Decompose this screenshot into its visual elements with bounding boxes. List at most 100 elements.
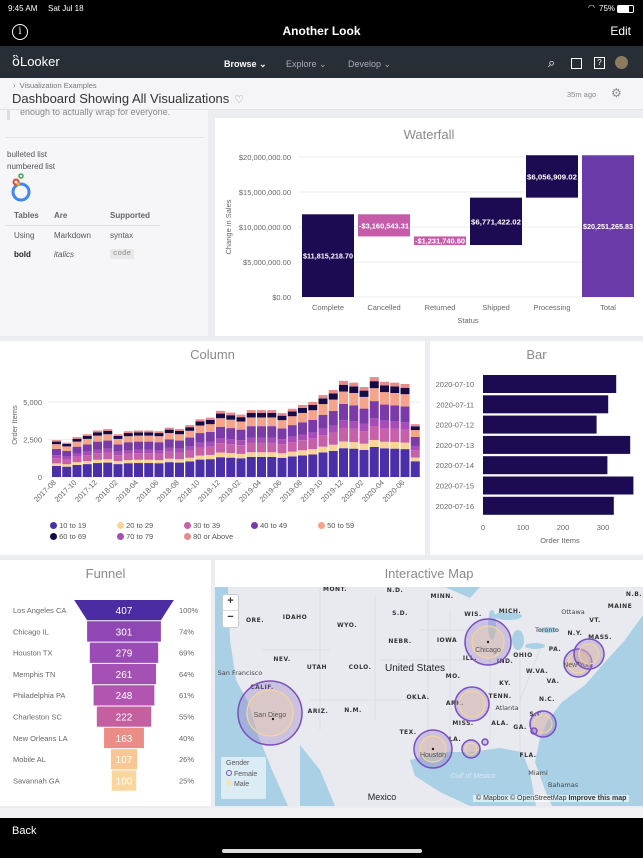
map-marker[interactable]: Chicago	[464, 618, 512, 666]
table-header-cell: Are	[54, 211, 68, 220]
map-label: S.D.	[392, 610, 408, 617]
legend-swatch-icon	[50, 533, 57, 540]
map-marker[interactable]	[573, 638, 605, 670]
nav-explore[interactable]: Explore ⌄	[286, 59, 327, 69]
interactive-map[interactable]: MONT. N.D. MINN. N.B. MAINE Ottawa VT. ORE. IDAH…	[215, 587, 643, 806]
legend-label: 80 or Above	[193, 532, 234, 541]
map-label: GA.	[513, 724, 526, 731]
map-label: ARIZ.	[308, 708, 329, 715]
nav-browse[interactable]: Browse ⌄	[224, 59, 267, 69]
marketplace-icon[interactable]	[571, 58, 582, 69]
map-label: CALIF.	[250, 684, 274, 691]
improve-map-link[interactable]: Improve this map	[568, 795, 627, 802]
looker-logo[interactable]: ὃLooker	[12, 54, 60, 70]
battery-icon	[617, 5, 634, 13]
map-label: N.B.	[626, 591, 642, 598]
map-label: PA.	[549, 646, 561, 653]
title-bar: i Another Look Edit	[0, 18, 643, 46]
map-label: UTAH	[307, 664, 327, 671]
map-label: VA.	[547, 678, 560, 685]
female-marker-icon	[226, 770, 232, 776]
breadcrumb[interactable]: › Visualization Examples	[13, 81, 97, 90]
back-button[interactable]: Back	[12, 825, 37, 837]
map-label: NEV.	[273, 656, 290, 663]
zoom-out-button[interactable]: −	[227, 611, 234, 623]
legend-item[interactable]: 30 to 39	[184, 521, 220, 530]
map-water	[215, 587, 643, 806]
bar-title: Bar	[526, 347, 547, 362]
female-marker	[454, 686, 490, 722]
map-marker[interactable]: Houston	[413, 729, 453, 769]
male-marker	[464, 742, 478, 756]
map-label: San Francisco	[218, 669, 263, 677]
map-label: OHIO	[513, 652, 532, 659]
bulleted-list: bulleted list	[7, 150, 48, 159]
search-icon[interactable]: ⌕	[548, 55, 556, 70]
female-marker	[530, 727, 538, 735]
legend-swatch-icon	[318, 522, 325, 529]
map-label: W.VA.	[526, 668, 548, 675]
legend-item[interactable]: 80 or Above	[184, 532, 233, 541]
table-cell: Markdown	[54, 231, 91, 240]
map-marker-label: Chicago	[475, 647, 501, 654]
map-zoom-controls: + −	[222, 594, 239, 628]
map-marker[interactable]: San Diego	[237, 680, 303, 746]
table-header-cell: Tables	[14, 211, 39, 220]
map-title: Interactive Map	[384, 566, 474, 581]
map-label: Toronto	[534, 626, 559, 634]
nav-develop[interactable]: Develop ⌄	[348, 59, 392, 69]
divider	[6, 137, 204, 138]
map-marker-label: Houston	[420, 752, 446, 759]
female-marker	[573, 638, 605, 670]
zoom-in-button[interactable]: +	[223, 595, 238, 611]
map-label: ILL.	[463, 655, 477, 662]
dashboard-title: Dashboard Showing All Visualizations	[12, 91, 230, 106]
map-label: S.C.	[529, 711, 544, 718]
legend-female: Female	[226, 770, 261, 778]
map-label: VT.	[589, 617, 601, 624]
gear-icon[interactable]: ⚙	[611, 86, 622, 100]
edit-button[interactable]: Edit	[610, 24, 631, 38]
table-header-cell: Supported	[110, 211, 150, 220]
attribution-text[interactable]: © Mapbox © OpenStreetMap	[476, 795, 567, 802]
map-marker[interactable]	[454, 686, 490, 722]
table-cell-code: code	[110, 249, 135, 259]
map-label: N.C.	[539, 696, 555, 703]
table-cell: bold	[14, 250, 31, 259]
legend-item[interactable]: 10 to 19	[50, 521, 86, 530]
help-icon[interactable]: ?	[594, 57, 605, 69]
map-label: ALA.	[491, 720, 509, 727]
map-label: MO.	[446, 673, 461, 680]
map-label: WIS.	[464, 611, 481, 618]
map-label: N.D.	[387, 587, 404, 594]
map-marker[interactable]	[461, 739, 481, 759]
avatar[interactable]	[615, 56, 628, 69]
map-marker-label: San Diego	[254, 712, 287, 719]
map-marker[interactable]	[530, 727, 538, 735]
city-dot	[271, 717, 275, 721]
legend-label: 50 to 59	[327, 521, 355, 530]
legend-item[interactable]: 70 to 79	[117, 532, 153, 541]
map-label: Ottawa	[561, 608, 585, 616]
legend-male: Male	[226, 780, 261, 788]
legend-item[interactable]: 50 to 59	[318, 521, 354, 530]
legend-item[interactable]: 20 to 29	[117, 521, 153, 530]
info-icon[interactable]: i	[12, 24, 28, 40]
text-tile: enough to actually wrap for everyone. bu…	[0, 107, 208, 336]
map-label: MAINE	[608, 603, 632, 610]
map-label: TEX.	[399, 729, 416, 736]
map-label: IND.	[497, 658, 514, 665]
map-label: N.M.	[344, 707, 362, 714]
home-indicator[interactable]	[222, 849, 422, 853]
male-marker	[533, 714, 553, 734]
legend-swatch-icon	[251, 522, 258, 529]
last-updated: 35m ago	[567, 90, 597, 99]
map-label: Miami	[528, 769, 548, 777]
favorite-heart-icon[interactable]: ♡	[234, 94, 245, 106]
map-marker[interactable]	[481, 738, 489, 746]
table-cell: syntax	[110, 231, 134, 240]
column-title: Column	[190, 347, 235, 362]
legend-item[interactable]: 40 to 49	[251, 521, 287, 530]
legend-item[interactable]: 60 to 69	[50, 532, 86, 541]
map-label: NEBR.	[388, 638, 411, 645]
